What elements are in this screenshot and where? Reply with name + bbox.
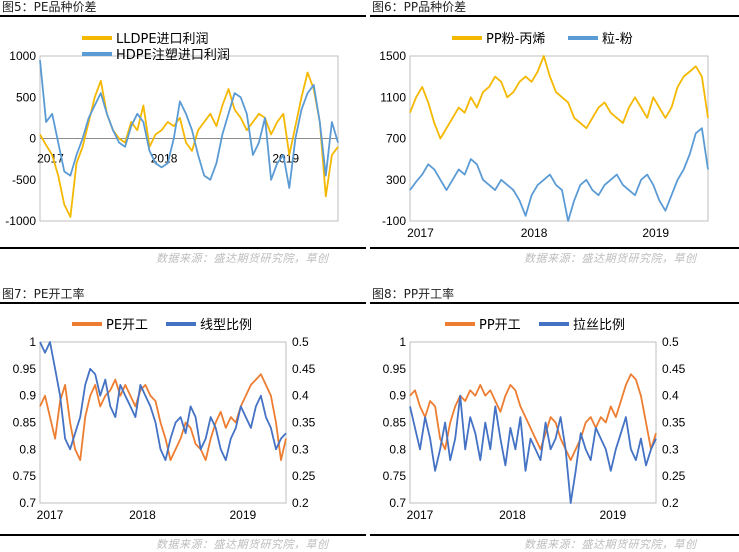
chart-title-pe-spread: 图5：PE品种价差 — [2, 0, 97, 14]
chart-title-pe-run-rate: 图7：PE开工率 — [2, 287, 85, 301]
series-line — [39, 341, 287, 462]
divider-top-left — [0, 15, 366, 17]
y-tick-label: 0.85 — [383, 416, 407, 430]
source-note: 数据来源：盛达期货研究院，草创 — [524, 538, 697, 551]
x-tick-label: 2017 — [407, 226, 434, 240]
source-note: 数据来源：盛达期货研究院，草创 — [156, 252, 329, 265]
source-note: 数据来源：盛达期货研究院，草创 — [156, 538, 329, 551]
x-tick-label: 2017 — [407, 508, 434, 522]
y-tick-label: 0.7 — [19, 496, 36, 510]
y-tick-label: 0.95 — [13, 362, 37, 376]
divider-mid-left — [0, 247, 366, 249]
y-tick-label: 500 — [16, 90, 36, 104]
plot-area — [39, 341, 287, 504]
y-tick-label: 0 — [29, 132, 36, 146]
y2-tick-label: 0.3 — [662, 442, 679, 456]
y-tick-label: 0.9 — [19, 389, 36, 403]
x-tick-label: 2019 — [229, 508, 256, 522]
chart-title-pp-run-rate: 图8：PP开工率 — [372, 287, 455, 301]
legend-label: PP开工 — [479, 318, 521, 333]
legend-label: PE开工 — [106, 318, 148, 333]
y-tick-label: 1500 — [379, 49, 406, 63]
y-tick-label: 0.8 — [19, 442, 36, 456]
divider-row2-left — [0, 302, 366, 304]
x-tick-label: 2017 — [37, 508, 64, 522]
y2-tick-label: 0.4 — [292, 389, 309, 403]
divider-row2-right — [370, 302, 739, 304]
chart-pe-run-rate: 0.7 0.75 0.8 0.85 0.9 0.95 1 0.2 0.25 0.3 0.35 0.4 0… — [13, 318, 316, 522]
legend-label: HDPE注塑进口利润 — [116, 48, 230, 63]
divider-top-right — [370, 15, 739, 17]
y-tick-label: 1 — [399, 335, 406, 349]
source-note: 数据来源：盛达期货研究院，草创 — [524, 252, 697, 265]
series-line — [409, 394, 657, 504]
divider-mid-right — [370, 247, 739, 249]
y-tick-label: 0.8 — [389, 442, 406, 456]
x-tick-label: 2019 — [599, 508, 626, 522]
y2-tick-label: 0.5 — [292, 335, 309, 349]
x-tick-label: 2018 — [521, 226, 548, 240]
series-line — [39, 373, 287, 462]
y2-tick-label: 0.35 — [662, 416, 686, 430]
y-tick-label: 0.7 — [389, 496, 406, 510]
y-tick-label: 0.9 — [389, 389, 406, 403]
legend-label: LLDPE进口利润 — [116, 32, 209, 47]
y2-tick-label: 0.25 — [662, 469, 686, 483]
y-tick-label: -500 — [12, 173, 36, 187]
y-tick-label: 1000 — [9, 49, 36, 63]
y-tick-label: -1000 — [5, 214, 36, 228]
x-tick-label: 2018 — [499, 508, 526, 522]
plot-area — [409, 55, 709, 222]
series-line — [39, 71, 339, 218]
x-tick-label: 2017 — [37, 152, 64, 166]
series-line — [39, 60, 339, 189]
y-tick-label: 0.85 — [13, 416, 37, 430]
x-tick-label: 2018 — [129, 508, 156, 522]
series-line — [409, 373, 657, 462]
y-tick-label: 0.75 — [13, 469, 37, 483]
y2-tick-label: 0.2 — [292, 496, 309, 510]
y2-tick-label: 0.3 — [292, 442, 309, 456]
y-tick-label: 1 — [29, 335, 36, 349]
x-tick-label: 2018 — [151, 152, 178, 166]
y-tick-label: 700 — [386, 132, 406, 146]
plot-area — [409, 341, 657, 504]
y-tick-label: -100 — [382, 214, 406, 228]
legend-label: PP粉-丙烯 — [486, 32, 545, 47]
legend-label: 线型比例 — [200, 318, 252, 333]
chart-title-pp-spread: 图6：PP品种价差 — [372, 0, 467, 14]
y2-tick-label: 0.2 — [662, 496, 679, 510]
y2-tick-label: 0.45 — [292, 362, 316, 376]
y-tick-label: 0.95 — [383, 362, 407, 376]
y2-tick-label: 0.5 — [662, 335, 679, 349]
y2-tick-label: 0.4 — [662, 389, 679, 403]
series-line — [409, 55, 709, 140]
legend-label: 粒-粉 — [602, 32, 633, 47]
y2-tick-label: 0.25 — [292, 469, 316, 483]
y-tick-label: 1100 — [380, 90, 406, 104]
legend-label: 拉丝比例 — [573, 318, 625, 333]
divider-bottom-right — [370, 534, 739, 536]
y2-tick-label: 0.45 — [662, 362, 686, 376]
divider-bottom-left — [0, 534, 366, 536]
x-tick-label: 2019 — [642, 226, 669, 240]
chart-pp-run-rate: 0.7 0.75 0.8 0.85 0.9 0.95 1 0.2 0.25 0.3 0.35 0.4 0… — [383, 318, 686, 522]
y-tick-label: 0.75 — [383, 469, 407, 483]
y2-tick-label: 0.35 — [292, 416, 316, 430]
y-tick-label: 300 — [386, 173, 406, 187]
chart-pp-spread: -100 300 700 1100 1500 2017 2018 2019 PP粉-丙烯 粒-粉 — [379, 32, 709, 240]
series-line — [409, 127, 709, 222]
